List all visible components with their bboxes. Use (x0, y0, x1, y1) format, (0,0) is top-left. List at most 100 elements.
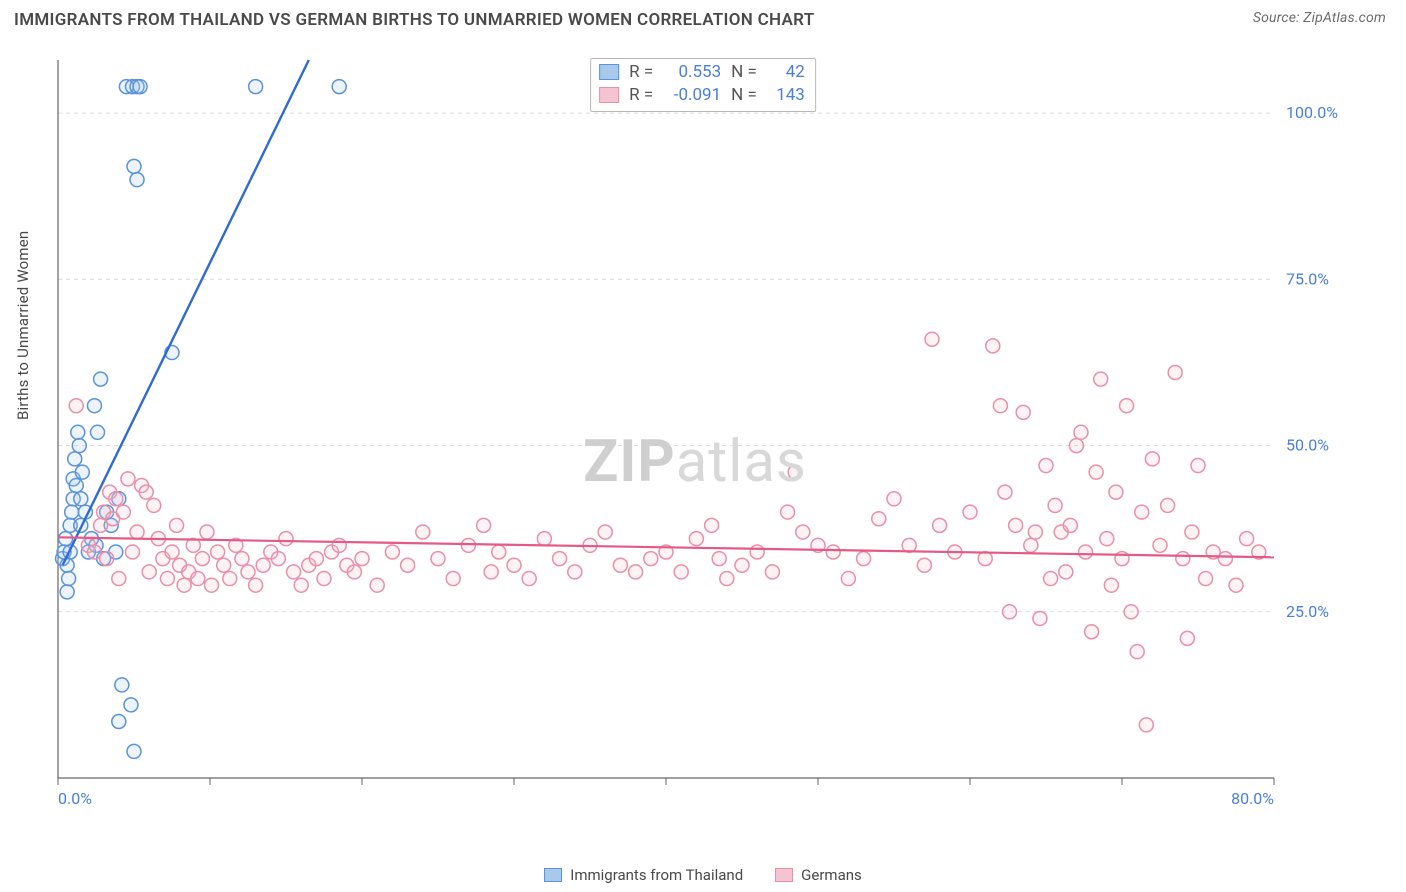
legend-n-value: 42 (767, 61, 805, 84)
legend-n-label: N = (731, 84, 757, 107)
data-point (112, 714, 126, 728)
legend-item-germans: Germans (775, 866, 862, 884)
data-point (294, 578, 308, 592)
data-point (256, 558, 270, 572)
y-axis-label: Births to Unmarried Women (14, 231, 32, 420)
data-point (100, 552, 114, 566)
data-point (317, 572, 331, 586)
data-point (309, 552, 323, 566)
data-point (60, 558, 74, 572)
data-point (1168, 365, 1182, 379)
data-point (347, 565, 361, 579)
data-point (1016, 405, 1030, 419)
y-tick-label: 50.0% (1286, 436, 1329, 455)
data-point (1180, 631, 1194, 645)
data-point (750, 545, 764, 559)
legend-row-germans: R =-0.091 N =143 (599, 84, 805, 107)
data-point (720, 572, 734, 586)
data-point (712, 552, 726, 566)
data-point (177, 578, 191, 592)
data-point (1145, 452, 1159, 466)
data-point (124, 698, 138, 712)
data-point (241, 565, 255, 579)
legend-swatch (775, 868, 793, 882)
legend-n-label: N = (731, 61, 757, 84)
data-point (644, 552, 658, 566)
data-point (1185, 525, 1199, 539)
data-point (332, 80, 346, 94)
data-point (211, 545, 225, 559)
data-point (887, 492, 901, 506)
legend-r-value: 0.553 (663, 61, 721, 84)
data-point (1130, 645, 1144, 659)
data-point (416, 525, 430, 539)
data-point (1109, 485, 1123, 499)
data-point (431, 552, 445, 566)
data-point (147, 498, 161, 512)
chart-plot-area: 25.0%50.0%75.0%100.0%0.0%80.0% ZIPatlas (50, 52, 1340, 822)
data-point (65, 505, 79, 519)
data-point (1139, 718, 1153, 732)
data-point (1229, 578, 1243, 592)
data-point (223, 572, 237, 586)
y-tick-label: 100.0% (1286, 103, 1338, 122)
data-point (1048, 498, 1062, 512)
legend-swatch (599, 87, 619, 103)
data-point (1063, 518, 1077, 532)
data-point (1044, 572, 1058, 586)
data-point (1124, 605, 1138, 619)
data-point (142, 565, 156, 579)
data-point (925, 332, 939, 346)
data-point (69, 478, 83, 492)
data-point (1024, 538, 1038, 552)
data-point (1120, 399, 1134, 413)
y-tick-label: 25.0% (1286, 602, 1329, 621)
data-point (1089, 465, 1103, 479)
data-point (235, 552, 249, 566)
data-point (205, 578, 219, 592)
scatter-chart-svg: 25.0%50.0%75.0%100.0%0.0%80.0% (50, 52, 1340, 822)
series-thailand (56, 60, 347, 758)
data-point (492, 545, 506, 559)
data-point (1135, 505, 1149, 519)
data-point (1176, 552, 1190, 566)
data-point (674, 565, 688, 579)
data-point (917, 558, 931, 572)
data-point (461, 538, 475, 552)
data-point (127, 159, 141, 173)
data-point (1079, 545, 1093, 559)
data-point (271, 552, 285, 566)
data-point (191, 572, 205, 586)
data-point (1199, 572, 1213, 586)
data-point (59, 532, 73, 546)
data-point (446, 572, 460, 586)
data-point (1240, 532, 1254, 546)
data-point (507, 558, 521, 572)
data-point (1100, 532, 1114, 546)
legend-item-thailand: Immigrants from Thailand (544, 866, 743, 884)
data-point (933, 518, 947, 532)
data-point (287, 565, 301, 579)
data-point (1085, 625, 1099, 639)
data-point (796, 525, 810, 539)
data-point (109, 492, 123, 506)
data-point (127, 744, 141, 758)
source-label: Source: ZipAtlas.com (1253, 10, 1386, 26)
data-point (1153, 538, 1167, 552)
data-point (522, 572, 536, 586)
data-point (62, 572, 76, 586)
legend-r-label: R = (629, 84, 653, 107)
data-point (1028, 525, 1042, 539)
data-point (130, 173, 144, 187)
data-point (1104, 578, 1118, 592)
data-point (1191, 459, 1205, 473)
data-point (170, 518, 184, 532)
data-point (568, 565, 582, 579)
data-point (1218, 552, 1232, 566)
data-point (94, 372, 108, 386)
data-point (735, 558, 749, 572)
chart-title: IMMIGRANTS FROM THAILAND VS GERMAN BIRTH… (14, 10, 815, 30)
legend-label: Germans (801, 866, 862, 884)
data-point (332, 538, 346, 552)
data-point (130, 525, 144, 539)
